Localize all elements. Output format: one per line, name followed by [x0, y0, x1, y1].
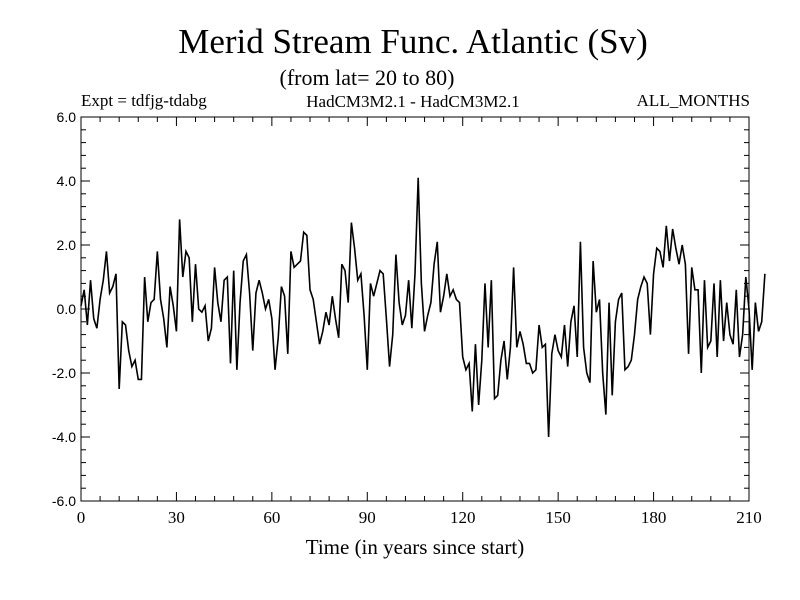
y-tick-label: 2.0	[57, 237, 77, 253]
x-tick-label: 210	[736, 508, 762, 527]
x-tick-label: 150	[545, 508, 571, 527]
y-tick-label: -6.0	[52, 493, 76, 509]
axis-ticks	[81, 117, 749, 501]
series-line	[80, 177, 766, 438]
x-tick-label: 180	[641, 508, 667, 527]
y-tick-label: -4.0	[52, 429, 76, 445]
y-tick-label: 6.0	[57, 109, 77, 125]
series-layer	[80, 177, 766, 438]
x-tick-labels: 0 30 60 90 120 150 180 210	[77, 508, 762, 527]
experiment-label: Expt = tdfjg-tdabg	[81, 91, 207, 110]
chart-title: Merid Stream Func. Atlantic (Sv)	[178, 22, 648, 61]
y-tick-labels: -6.0 -4.0 -2.0 0.0 2.0 4.0 6.0	[52, 109, 76, 509]
model-label: HadCM3M2.1 - HadCM3M2.1	[306, 92, 520, 111]
x-tick-label: 120	[450, 508, 476, 527]
y-tick-label: 0.0	[57, 301, 77, 317]
x-axis-label: Time (in years since start)	[305, 535, 525, 559]
x-tick-label: 30	[168, 508, 185, 527]
x-tick-label: 0	[77, 508, 86, 527]
period-label: ALL_MONTHS	[636, 91, 750, 110]
y-tick-label: -2.0	[52, 365, 76, 381]
chart-subtitle: (from lat= 20 to 80)	[279, 65, 455, 90]
x-tick-label: 90	[359, 508, 376, 527]
x-tick-label: 60	[263, 508, 280, 527]
y-tick-label: 4.0	[57, 173, 77, 189]
